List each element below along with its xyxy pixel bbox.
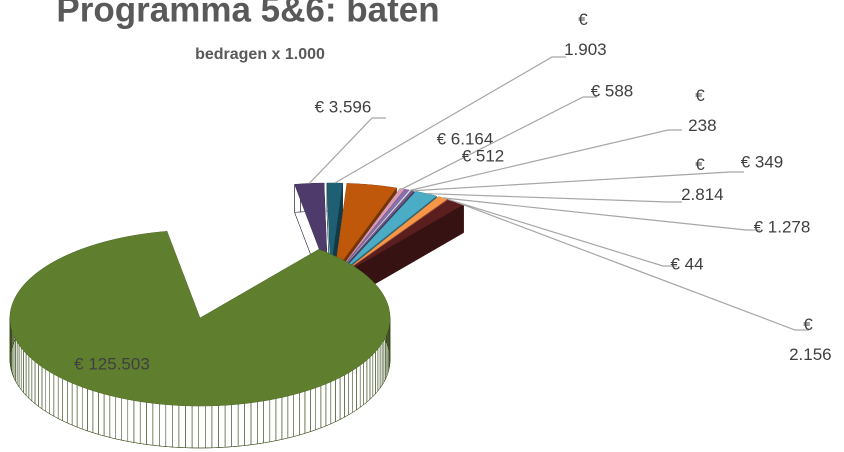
slice [341, 191, 437, 273]
data-label: € 588 [591, 81, 634, 100]
data-label: € 3.596 [315, 97, 372, 116]
data-label: € 349 [741, 152, 784, 171]
leader-line [410, 129, 682, 191]
leader-line [456, 201, 809, 331]
data-label: € 238 [683, 86, 716, 135]
data-label: € 2.156 [784, 315, 831, 364]
data-label: € 2.814 [676, 155, 723, 204]
slice [343, 196, 448, 273]
leader-line [442, 197, 760, 231]
chart-subtitle: bedragen x 1.000 [195, 46, 325, 63]
slice [10, 231, 390, 406]
leader-line [334, 56, 566, 184]
slice [338, 189, 410, 272]
data-label: € 1.903 [559, 10, 606, 59]
slice [344, 199, 464, 274]
slice [339, 190, 415, 272]
data-label: € 6.164 [437, 129, 494, 148]
data-label: € 512 [462, 146, 505, 165]
data-label: € 125.503 [74, 354, 150, 373]
data-label: € 1.278 [754, 217, 811, 236]
leader-line [402, 96, 597, 190]
slice [339, 190, 412, 272]
slice [294, 183, 328, 272]
leader-line [447, 198, 677, 267]
data-label: € 44 [670, 254, 703, 273]
leader-line [308, 117, 386, 184]
slice [326, 183, 343, 272]
slice [343, 199, 449, 273]
leader-line [426, 192, 682, 203]
slice [338, 188, 405, 272]
slice-side [344, 199, 465, 302]
chart-title: Programma 5&6: baten [56, 0, 439, 29]
slice [334, 183, 397, 272]
leader-line [412, 171, 744, 192]
